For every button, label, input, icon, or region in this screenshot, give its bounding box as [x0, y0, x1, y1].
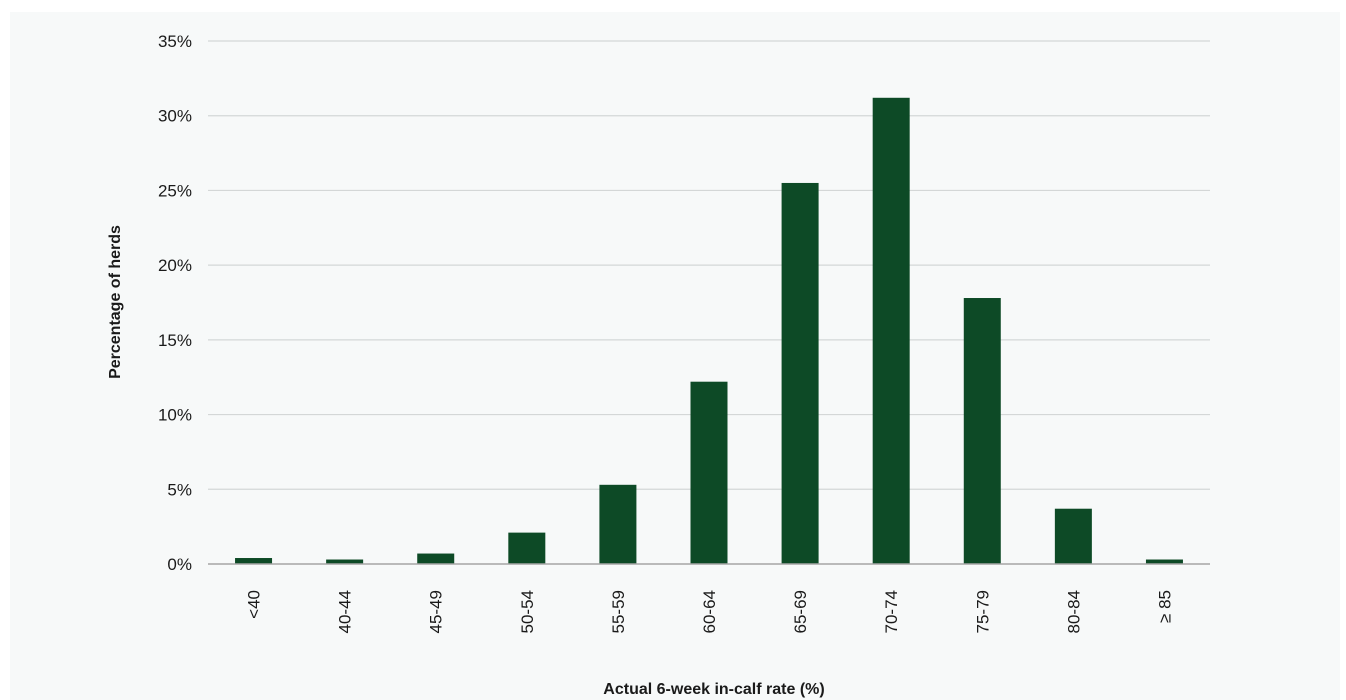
bar [872, 97, 910, 564]
y-tick-label: 25% [158, 181, 192, 200]
bar [417, 553, 455, 564]
chart-area: 0% 5% 10% 15% 20% 25% 30% 35% <40 40-44 45-49 50-5… [10, 12, 1340, 700]
x-axis-ticks: <40 40-44 45-49 50-54 55-59 60-64 65-69 70-74 75… [245, 590, 1175, 633]
x-tick-label: 70-74 [882, 590, 901, 633]
x-tick-label: 45-49 [427, 590, 446, 633]
x-tick-label: ≥ 85 [1155, 590, 1174, 623]
x-tick-label: 55-59 [609, 590, 628, 633]
bar-chart: 0% 5% 10% 15% 20% 25% 30% 35% <40 40-44 45-49 50-5… [107, 32, 1210, 698]
y-tick-label: 0% [167, 555, 192, 574]
x-tick-label: <40 [245, 590, 264, 619]
x-tick-label: 65-69 [791, 590, 810, 633]
x-tick-label: 75-79 [973, 590, 992, 633]
gridlines [208, 40, 1210, 490]
y-tick-label: 20% [158, 256, 192, 275]
y-tick-label: 30% [158, 107, 192, 126]
y-tick-label: 15% [158, 331, 192, 350]
x-tick-label: 40-44 [336, 590, 355, 633]
y-tick-label: 35% [158, 32, 192, 51]
y-tick-label: 5% [167, 480, 192, 499]
bar [1145, 559, 1183, 564]
y-axis-title: Percentage of herds [107, 225, 124, 379]
bar [963, 298, 1001, 564]
bar [326, 559, 364, 564]
bar [781, 182, 819, 564]
bar [235, 558, 273, 564]
x-tick-label: 80-84 [1064, 590, 1083, 633]
y-axis-ticks: 0% 5% 10% 15% 20% 25% 30% 35% [158, 32, 192, 574]
x-tick-label: 60-64 [700, 590, 719, 633]
x-axis-title: Actual 6-week in-calf rate (%) [603, 681, 824, 698]
bars [235, 97, 1183, 564]
x-tick-label: 50-54 [518, 590, 537, 633]
bar [1054, 508, 1092, 564]
bar [508, 532, 546, 564]
bar [690, 381, 728, 564]
bar [599, 484, 637, 564]
y-tick-label: 10% [158, 406, 192, 425]
